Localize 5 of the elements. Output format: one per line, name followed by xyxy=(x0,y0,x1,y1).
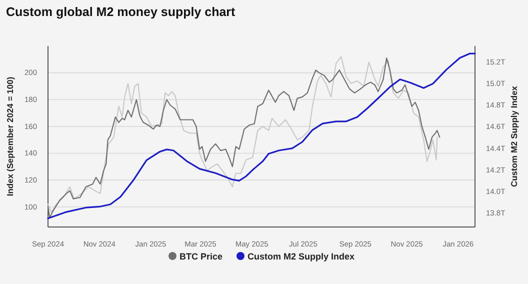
legend-label: BTC Price xyxy=(179,252,222,262)
legend-label: Custom M2 Supply Index xyxy=(248,252,355,262)
chart-title: Custom global M2 money supply chart xyxy=(6,5,236,19)
y2-axis-title: Custom M2 Supply Index xyxy=(509,86,519,188)
y-axis-title: Index (September 2024 = 100) xyxy=(5,76,15,196)
